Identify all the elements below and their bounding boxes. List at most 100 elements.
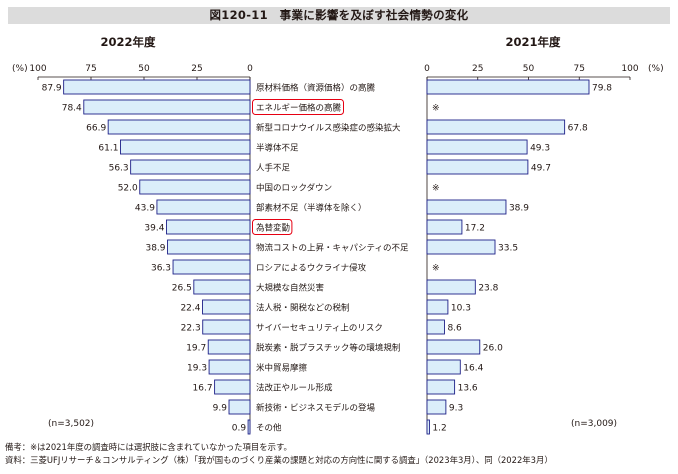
left-bar [202, 299, 251, 315]
left-value-label: 52.0 [118, 184, 138, 194]
category-label: 為替変動 [256, 223, 290, 234]
left-bar [214, 379, 251, 395]
right-bar [426, 419, 430, 435]
left-value-label: 19.7 [186, 344, 206, 354]
right-bar [426, 359, 461, 375]
highlight-box [252, 219, 293, 235]
category-label: 人手不足 [256, 163, 291, 174]
right-bar [426, 279, 476, 295]
left-bar [63, 79, 251, 95]
right-value-label: 13.6 [458, 384, 478, 394]
left-value-label: 22.3 [181, 324, 201, 334]
category-label: 新技術・ビジネスモデルの登場 [256, 403, 376, 414]
left-value-label: 87.9 [42, 84, 62, 94]
left-bar [202, 319, 251, 335]
left-value-label: 22.4 [180, 304, 200, 314]
right-value-label: 17.2 [465, 224, 485, 234]
left-bar [172, 259, 251, 275]
right-unit-label: (%) [648, 64, 664, 74]
category-label: 法改正やルール形成 [256, 383, 333, 394]
left-value-label: 56.3 [109, 164, 129, 174]
highlight-box [252, 99, 344, 115]
category-label: 原材料価格（資源価格）の高騰 [256, 83, 376, 94]
right-value-label: 26.0 [483, 344, 503, 354]
category-label: その他 [256, 423, 282, 434]
right-bar [426, 159, 529, 175]
right-bar [426, 339, 481, 355]
left-sample-size: (n=3,502) [48, 419, 94, 429]
left-value-label: 19.3 [187, 364, 207, 374]
left-value-label: 39.4 [144, 224, 164, 234]
left-bar [156, 199, 251, 215]
left-bar [83, 99, 251, 115]
right-value-label: 9.3 [449, 404, 463, 414]
left-value-label: 78.4 [62, 104, 82, 114]
left-bar [130, 159, 251, 175]
left-tick-label: 75 [85, 64, 96, 74]
left-value-label: 26.5 [172, 284, 192, 294]
left-value-label: 0.9 [232, 424, 247, 434]
right-sample-size: (n=3,009) [571, 419, 617, 429]
right-value-label: 16.4 [463, 364, 483, 374]
left-bar [208, 359, 251, 375]
category-label: 物流コストの上昇・キャパシティの不足 [256, 243, 409, 254]
left-bar [167, 239, 251, 255]
right-value-label: 1.2 [432, 424, 446, 434]
category-label: 半導体不足 [256, 143, 299, 154]
category-label: 新型コロナウイルス感染症の感染拡大 [256, 123, 401, 134]
right-bar [426, 219, 463, 235]
left-bar [107, 119, 251, 135]
right-bar [426, 399, 447, 415]
right-bar [426, 379, 456, 395]
right-value-label: 67.8 [568, 124, 588, 134]
category-label: サイバーセキュリティ上のリスク [256, 324, 383, 334]
left-tick-label: 25 [191, 64, 202, 74]
right-value-label: 8.6 [447, 324, 462, 334]
left-value-label: 66.9 [86, 124, 106, 134]
right-bar [426, 79, 590, 95]
left-bar [247, 419, 251, 435]
left-bar [120, 139, 251, 155]
not-surveyed-marker: ※ [432, 104, 440, 114]
right-tick-label: 100 [621, 64, 638, 74]
left-value-label: 38.9 [145, 244, 165, 254]
left-tick-label: 100 [29, 64, 46, 74]
not-surveyed-marker: ※ [432, 264, 440, 274]
right-value-label: 49.7 [531, 164, 551, 174]
chart-title: 図120-11 事業に影響を及ぼす社会情勢の変化 [8, 7, 670, 24]
left-value-label: 16.7 [193, 384, 213, 394]
category-label: 部素材不足（半導体を除く） [256, 203, 367, 214]
left-bar [207, 339, 251, 355]
category-label: ロシアによるウクライナ侵攻 [256, 263, 367, 274]
right-tick-label: 50 [523, 64, 535, 74]
note-remark: 備考：※は2021年度の調査時には選択肢に含まれていなかった項目を示す。 [5, 442, 292, 452]
note-source: 資料：三菱UFJリサーチ＆コンサルティング（株）「我が国ものづくり産業の課題と対… [5, 455, 553, 465]
right-value-label: 33.5 [498, 244, 518, 254]
category-label: 法人税・関税などの税制 [256, 303, 350, 314]
right-tick-label: 0 [424, 64, 430, 74]
left-value-label: 9.9 [213, 404, 228, 414]
left-value-label: 61.1 [98, 144, 118, 154]
right-tick-label: 25 [472, 64, 483, 74]
right-value-label: 49.3 [530, 144, 550, 154]
not-surveyed-marker: ※ [432, 184, 440, 194]
left-bar [139, 179, 251, 195]
left-tick-label: 50 [138, 64, 150, 74]
right-bar [426, 319, 445, 335]
right-bar [426, 239, 496, 255]
right-value-label: 23.8 [478, 284, 498, 294]
right-value-label: 38.9 [509, 204, 529, 214]
right-bar [426, 199, 507, 215]
category-label: エネルギー価格の高騰 [256, 103, 342, 114]
category-label: 中国のロックダウン [256, 183, 332, 194]
right-value-label: 10.3 [451, 304, 471, 314]
left-bar [166, 219, 251, 235]
right-bar [426, 119, 566, 135]
left-value-label: 36.3 [151, 264, 171, 274]
left-bar [228, 399, 251, 415]
left-tick-label: 0 [247, 64, 253, 74]
left-value-label: 43.9 [135, 204, 155, 214]
left-bar [193, 279, 251, 295]
category-label: 大規模な自然災害 [256, 283, 324, 294]
